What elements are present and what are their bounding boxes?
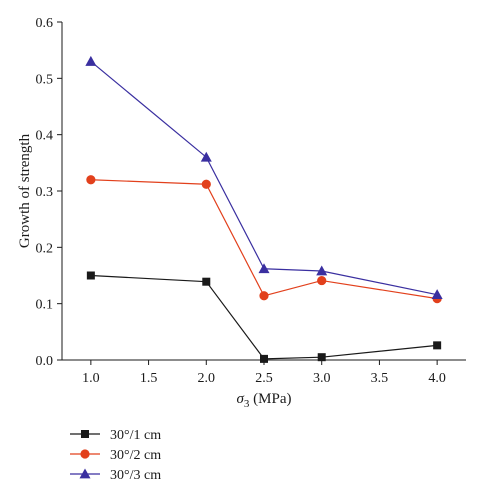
- y-tick-label: 0.5: [36, 72, 54, 87]
- legend-label: 30°/1 cm: [110, 428, 161, 443]
- y-tick-label: 0.3: [36, 185, 54, 200]
- legend-item: 30°/3 cm: [70, 468, 161, 483]
- series-1: [86, 271, 442, 363]
- x-tick-label: 1.5: [140, 371, 158, 386]
- x-tick-label: 1.0: [82, 371, 100, 386]
- legend-item: 30°/2 cm: [70, 448, 161, 463]
- data-point: [85, 55, 97, 66]
- data-point: [260, 354, 268, 363]
- legend: 30°/1 cm 30°/2 cm 30°/3 cm: [70, 428, 161, 483]
- y-tick-label: 0.1: [36, 298, 54, 313]
- series-3: [85, 55, 443, 300]
- y-axis-ticks: 0.0 0.1 0.2 0.3 0.4 0.5 0.6: [36, 16, 62, 369]
- data-point: [317, 353, 326, 362]
- y-tick-label: 0.0: [36, 354, 54, 369]
- data-point: [202, 277, 211, 286]
- series-2: [86, 175, 442, 304]
- data-point: [316, 265, 328, 276]
- x-tick-label: 4.0: [428, 371, 446, 386]
- legend-marker: [80, 449, 90, 459]
- data-point: [259, 291, 269, 301]
- y-tick-label: 0.4: [36, 129, 54, 144]
- data-point: [317, 275, 327, 286]
- legend-marker: [79, 468, 91, 479]
- x-tick-label: 3.5: [371, 371, 389, 386]
- series-layer: [85, 55, 443, 363]
- x-tick-label: 3.0: [313, 371, 331, 386]
- data-point: [258, 263, 270, 274]
- data-point: [201, 179, 211, 189]
- y-axis-title: Growth of strength: [17, 133, 33, 248]
- x-tick-label: 2.5: [255, 371, 273, 386]
- x-axis-ticks: 1.0 1.5 2.0 2.5 3.0 3.5 4.0: [82, 360, 446, 386]
- data-point: [86, 271, 95, 280]
- x-tick-label: 2.0: [198, 371, 216, 386]
- series-line: [90, 179, 438, 300]
- y-tick-label: 0.2: [36, 241, 54, 256]
- data-point: [433, 341, 442, 350]
- data-point: [431, 289, 443, 300]
- legend-label: 30°/3 cm: [110, 468, 161, 483]
- x-axis-title: σ3 (MPa): [237, 391, 292, 410]
- data-point: [86, 175, 96, 185]
- x-axis-subscript: 3: [244, 398, 250, 410]
- legend-marker: [81, 430, 89, 438]
- data-point: [200, 151, 212, 162]
- legend-item: 30°/1 cm: [70, 428, 161, 443]
- series-line: [90, 60, 438, 296]
- axis-titles: σ3 (MPa) Growth of strength: [17, 133, 291, 410]
- x-axis-unit: (MPa): [249, 391, 291, 407]
- series-line: [90, 274, 438, 360]
- legend-label: 30°/2 cm: [110, 448, 161, 463]
- x-axis-symbol: σ: [237, 391, 245, 407]
- y-tick-label: 0.6: [36, 16, 54, 31]
- plot-area: [61, 22, 466, 361]
